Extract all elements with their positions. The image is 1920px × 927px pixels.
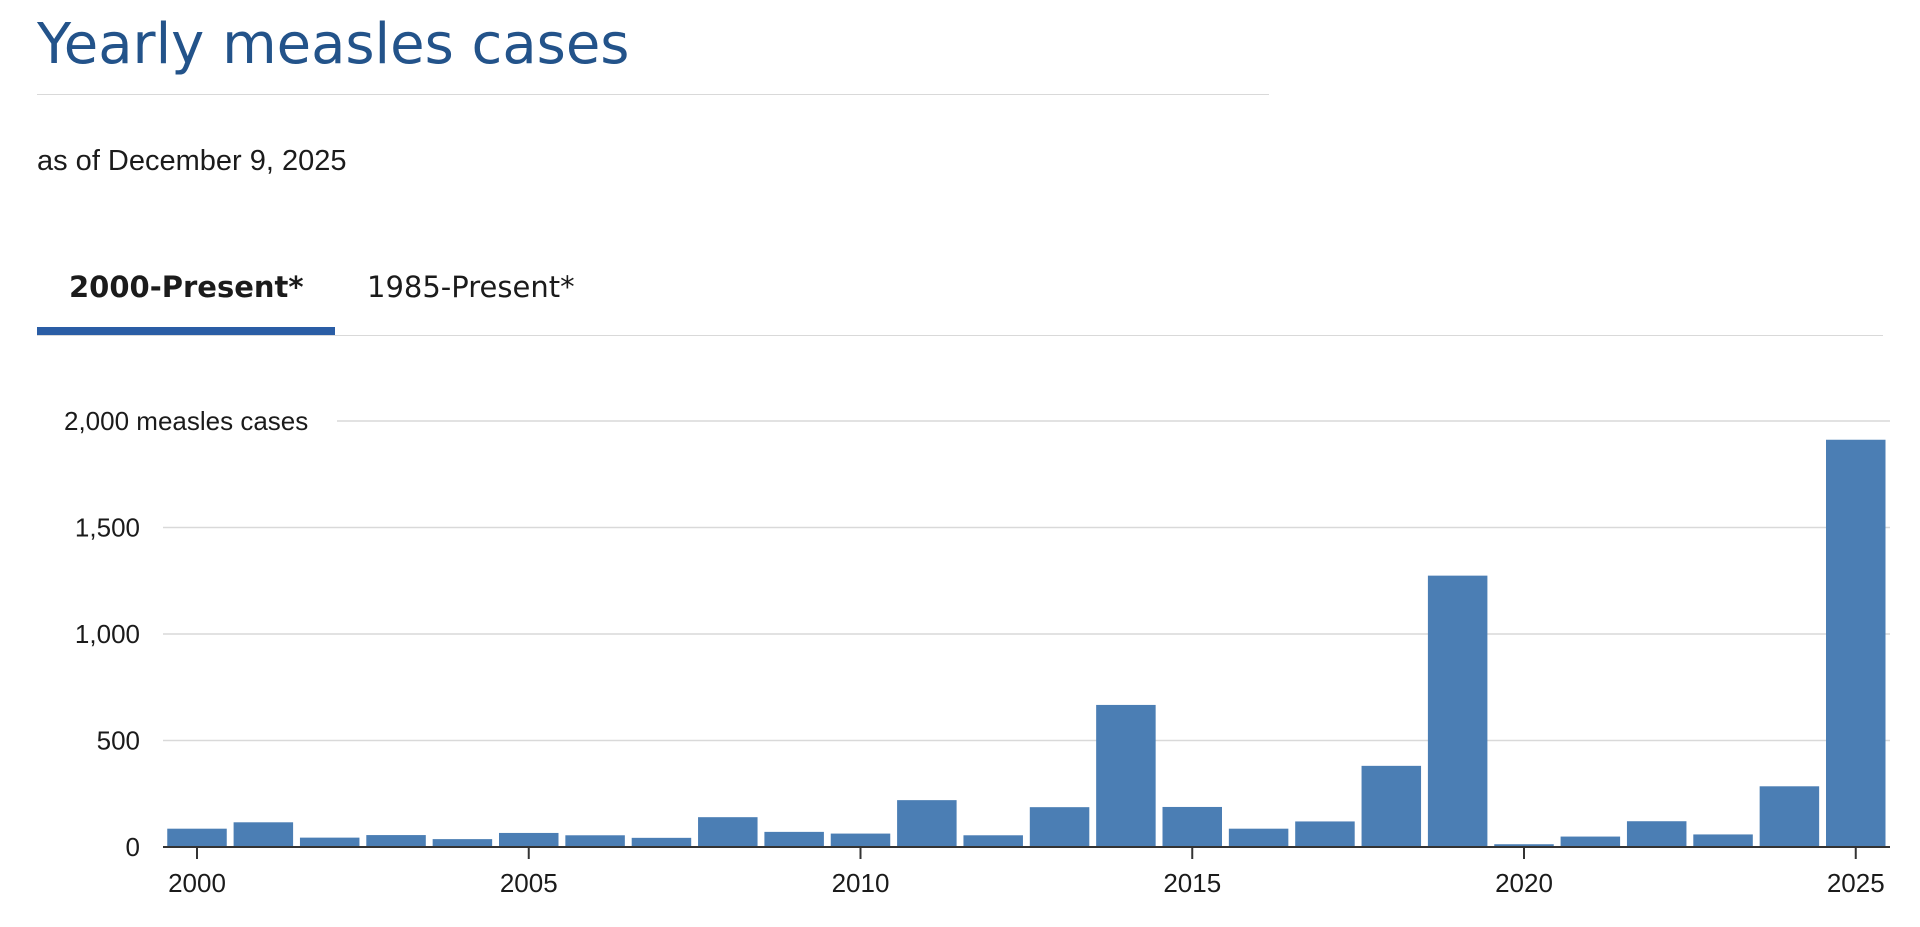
bar-2018 [1361, 765, 1422, 847]
title-divider [37, 94, 1269, 95]
x-tick-label: 2010 [832, 868, 890, 898]
tab-1985-present[interactable]: 1985-Present* [367, 270, 575, 304]
x-tick-label: 2005 [500, 868, 558, 898]
bar-2012 [963, 835, 1023, 847]
bar-2013 [1029, 807, 1090, 847]
y-tick-label: 2,000 measles cases [64, 406, 308, 436]
bar-2001 [233, 822, 294, 847]
bar-2024 [1759, 786, 1820, 847]
y-tick-label: 1,000 [75, 619, 140, 649]
bar-2007 [631, 837, 692, 847]
x-tick-label: 2025 [1827, 868, 1885, 898]
bar-2025 [1826, 439, 1886, 847]
y-tick-label: 500 [97, 726, 140, 756]
y-tick-label: 0 [126, 832, 140, 862]
bar-2021 [1560, 836, 1621, 847]
bar-2003 [366, 835, 426, 847]
bar-2010 [830, 833, 891, 847]
bar-2006 [565, 835, 625, 847]
as-of-date: as of December 9, 2025 [37, 145, 347, 177]
bar-2000 [167, 828, 227, 847]
bar-2020 [1494, 844, 1554, 847]
bar-2008 [698, 817, 758, 847]
tabs-divider [37, 335, 1883, 336]
active-tab-indicator [37, 327, 335, 335]
page-title: Yearly measles cases [37, 12, 630, 77]
x-tick-label: 2015 [1163, 868, 1221, 898]
bar-2023 [1693, 834, 1753, 847]
bar-2016 [1228, 828, 1289, 847]
bar-2004 [432, 839, 493, 847]
x-tick-label: 2000 [168, 868, 226, 898]
bar-2005 [499, 832, 559, 847]
bar-2022 [1626, 821, 1687, 847]
bar-2009 [764, 831, 824, 847]
bar-2017 [1295, 821, 1355, 847]
bar-2002 [299, 837, 360, 847]
x-tick-label: 2020 [1495, 868, 1553, 898]
bar-2011 [897, 800, 957, 847]
tab-2000-present[interactable]: 2000-Present* [69, 270, 304, 304]
range-tabs: 2000-Present* 1985-Present* [37, 250, 1883, 336]
y-tick-label: 1,500 [75, 513, 140, 543]
bar-2015 [1162, 806, 1222, 847]
bar-2019 [1427, 575, 1488, 847]
bar-2014 [1096, 704, 1156, 847]
